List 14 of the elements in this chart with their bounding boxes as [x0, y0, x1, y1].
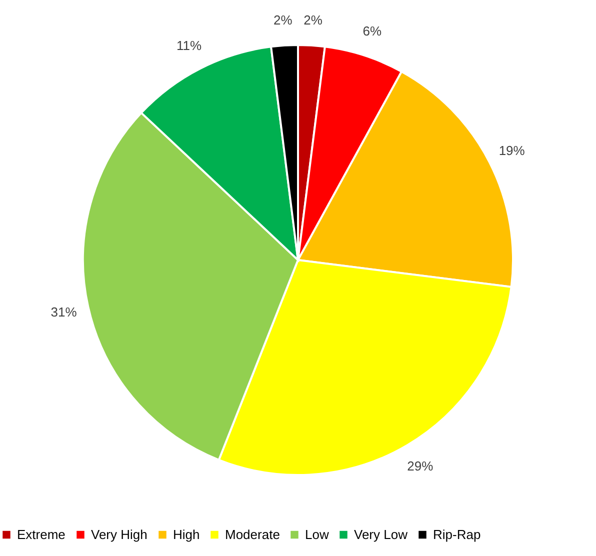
data-label: 2%: [274, 12, 293, 28]
data-label: 6%: [362, 24, 382, 39]
data-label: 2%: [304, 12, 323, 28]
legend-label: High: [173, 526, 200, 542]
data-label: 11%: [176, 38, 202, 54]
legend-label: Low: [305, 526, 330, 542]
legend-label: Extreme: [17, 526, 66, 542]
legend-label: Very Low: [354, 526, 408, 542]
data-label: 31%: [50, 304, 78, 320]
data-label: 19%: [498, 143, 526, 158]
legend-label: Rip-Rap: [433, 526, 481, 542]
legend-label: Very High: [91, 526, 148, 542]
data-label: 29%: [407, 458, 434, 474]
legend-label: Moderate: [225, 526, 280, 542]
